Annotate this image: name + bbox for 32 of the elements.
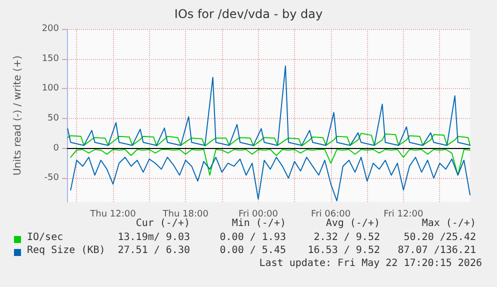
text: 13.19m/ 9.03: [118, 232, 190, 243]
text: 50.20 /25.42: [404, 232, 476, 243]
y-tick-label: 150: [42, 54, 60, 64]
line-series: [67, 132, 470, 146]
legend-label: Req Size (KB): [27, 245, 106, 256]
x-tick-label: Fri 06:00: [311, 210, 351, 220]
line-series: [67, 65, 470, 146]
y-tick-label: 50: [48, 113, 60, 124]
y-tick-label: -50: [44, 173, 60, 184]
x-tick-label: Thu 18:00: [162, 210, 209, 220]
text: 87.07 /136.21: [398, 245, 476, 256]
y-tick-label: 200: [42, 24, 60, 34]
y-axis-title: Units read (-) / write (+): [12, 55, 24, 176]
text: Min (-/+): [232, 218, 286, 229]
x-tick-label: Fri 12:00: [384, 210, 424, 220]
text: Avg (-/+): [326, 218, 380, 229]
x-tick-label: Thu 12:00: [89, 210, 136, 220]
text: 2.32 / 9.52: [314, 232, 380, 243]
chart-title: IOs for /dev/vda - by day: [174, 7, 323, 21]
line-series: [70, 156, 470, 202]
text: 0.00 / 1.93: [220, 232, 286, 243]
text: Cur (-/+): [136, 218, 190, 229]
y-tick-label: 0: [53, 143, 60, 154]
text: 27.51 / 6.30: [118, 245, 190, 256]
text: Last update: Fri May 22 17:20:15 2026: [259, 258, 482, 269]
x-tick-label: Fri 00:00: [238, 210, 278, 220]
text: 0.00 / 5.45: [220, 245, 286, 256]
text: 16.53 / 9.52: [308, 245, 380, 256]
line-series: [70, 149, 470, 176]
y-tick-label: 100: [42, 84, 60, 94]
text: Max (-/+): [422, 218, 476, 229]
legend-label: IO/sec: [27, 232, 64, 243]
